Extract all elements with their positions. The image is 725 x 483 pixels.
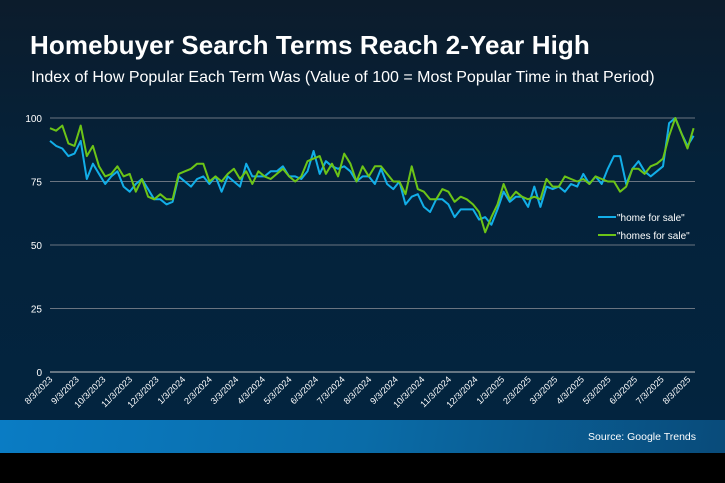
x-tick-label: 8/3/2023 [23,374,55,406]
x-tick-label: 5/3/2024 [262,374,294,406]
x-tick-label: 6/3/2024 [288,374,320,406]
footer-band [0,420,725,453]
x-tick-label: 5/3/2025 [581,374,613,406]
bottom-bar [0,453,725,483]
x-tick-label: 7/3/2024 [315,374,347,406]
legend-label: "home for sale" [617,213,685,224]
x-tick-label: 8/3/2025 [661,374,693,406]
series-line-homes-for-sale [49,117,695,234]
y-tick-label: 75 [31,178,43,189]
x-tick-label: 1/3/2024 [155,374,187,406]
chart-title: Homebuyer Search Terms Reach 2-Year High [30,30,590,60]
chart-background [0,0,725,420]
x-tick-label: 4/3/2024 [235,374,267,406]
series-line-home-for-sale [49,117,695,226]
chart-subtitle: Index of How Popular Each Term Was (Valu… [31,69,655,86]
y-tick-label: 100 [25,114,42,125]
x-tick-label: 6/3/2025 [607,374,639,406]
y-tick-label: 50 [31,241,43,252]
source-credit: Source: Google Trends [588,431,696,443]
line-chart: 02550751008/3/20239/3/202310/3/202311/3/… [23,114,695,410]
x-tick-label: 8/3/2024 [342,374,374,406]
x-tick-label: 1/3/2025 [474,374,506,406]
x-tick-label: 3/3/2024 [209,374,241,406]
x-tick-label: 2/3/2025 [501,374,533,406]
y-tick-label: 25 [31,305,43,316]
x-tick-label: 2/3/2024 [182,374,214,406]
x-tick-label: 3/3/2025 [528,374,560,406]
y-tick-label: 0 [36,368,42,379]
x-tick-label: 4/3/2025 [554,374,586,406]
legend-label: "homes for sale" [617,231,690,242]
x-tick-label: 7/3/2025 [634,374,666,406]
